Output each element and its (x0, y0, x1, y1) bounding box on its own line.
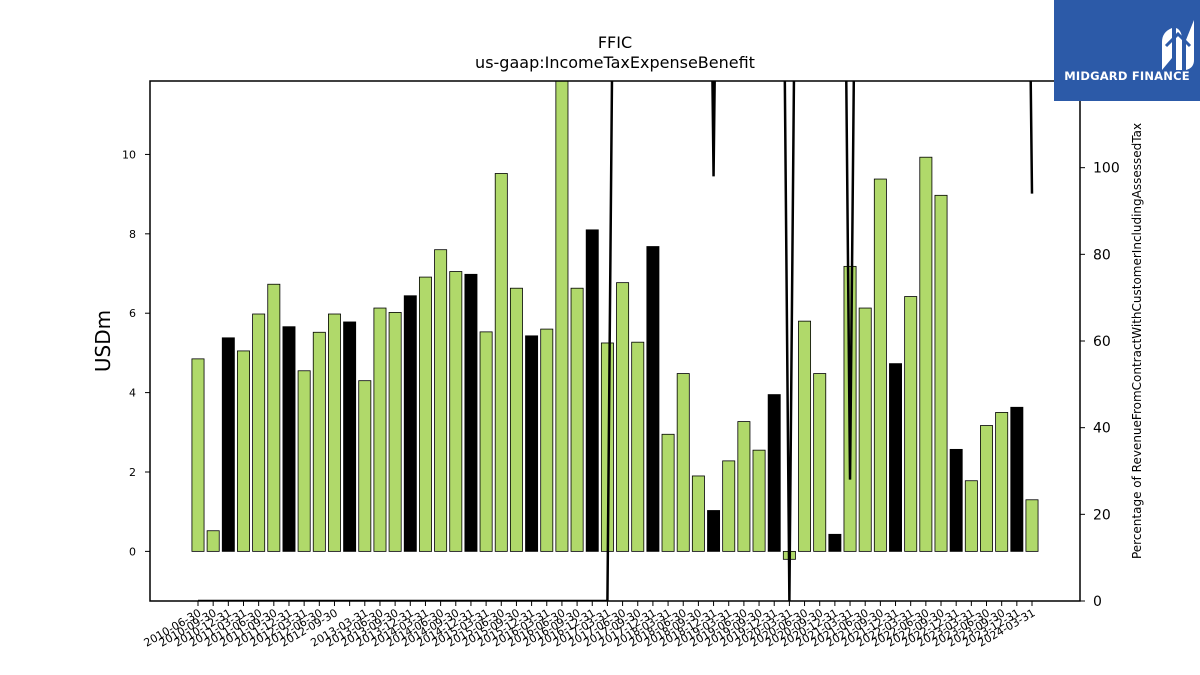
bar (555, 80, 569, 552)
bar (1025, 499, 1039, 552)
bar (752, 449, 766, 552)
bar (388, 312, 402, 552)
bar (646, 246, 660, 552)
bar (737, 421, 751, 552)
brand-logo: MIDGARD FINANCE (1054, 0, 1200, 101)
bar (206, 530, 220, 552)
bar (828, 533, 842, 552)
bar (964, 480, 978, 552)
bar (858, 307, 872, 552)
bar (449, 271, 463, 552)
bar (267, 283, 281, 552)
bar (191, 358, 205, 552)
bar (980, 425, 993, 552)
y-tick-label: 6 (129, 307, 136, 320)
bar (479, 331, 493, 552)
bar (525, 335, 539, 552)
y-tick-label: 0 (129, 545, 136, 558)
y2-axis-label: Percentage of RevenueFromContractWithCus… (1130, 123, 1144, 559)
bar (509, 287, 523, 552)
y-tick-label: 10 (122, 148, 136, 161)
y2-tick-label: 100 (1093, 161, 1120, 177)
bar (934, 194, 948, 552)
bar (434, 249, 448, 552)
bar (252, 313, 266, 552)
brand-logo-icon (1162, 20, 1194, 70)
bar (540, 328, 554, 552)
bar (312, 331, 326, 552)
bar (616, 282, 630, 552)
bar (919, 156, 933, 552)
x-axis: 2010-06-302010-09-302010-12-312011-03-31… (142, 601, 1038, 650)
chart-title: FFIC (598, 33, 632, 52)
bar (343, 321, 357, 552)
bar (722, 460, 736, 552)
bar (585, 229, 599, 552)
bar (373, 307, 387, 552)
bar (889, 363, 902, 552)
brand-logo-text: MIDGARD FINANCE (1064, 69, 1190, 83)
bar (767, 394, 781, 552)
bar (570, 287, 584, 552)
y-tick-label: 4 (129, 387, 136, 400)
y2-tick-label: 0 (1093, 594, 1102, 610)
bar (813, 373, 827, 552)
bar (904, 296, 918, 552)
bar (798, 320, 812, 552)
y2-tick-label: 80 (1093, 247, 1111, 263)
bar (494, 173, 508, 552)
y2-tick-label: 60 (1093, 334, 1111, 350)
bar (707, 510, 721, 552)
y-tick-label: 2 (129, 466, 136, 479)
bar (873, 178, 887, 552)
y-axis-right: 0 20 40 60 80 100 (1080, 161, 1120, 610)
y2-tick-label: 40 (1093, 421, 1111, 437)
bar (221, 337, 235, 552)
bar (237, 350, 250, 552)
bar (691, 475, 705, 552)
bar (676, 373, 690, 552)
bar (418, 276, 432, 552)
bar (949, 448, 963, 552)
y-axis-left: 0 2 4 6 8 10 (122, 148, 150, 558)
bar (328, 313, 341, 552)
bar (464, 273, 478, 552)
chart-subtitle: us-gaap:IncomeTaxExpenseBenefit (475, 53, 755, 72)
bar (403, 295, 417, 552)
bar (1010, 406, 1024, 552)
bar (297, 370, 311, 552)
bar (995, 412, 1009, 552)
bar (358, 380, 372, 552)
y2-tick-label: 20 (1093, 507, 1111, 523)
bar (661, 433, 675, 552)
bar (631, 341, 645, 552)
bar (282, 326, 296, 552)
y-tick-label: 8 (129, 228, 136, 241)
bar-series (191, 80, 1039, 560)
y-axis-label: USDm (91, 310, 115, 372)
